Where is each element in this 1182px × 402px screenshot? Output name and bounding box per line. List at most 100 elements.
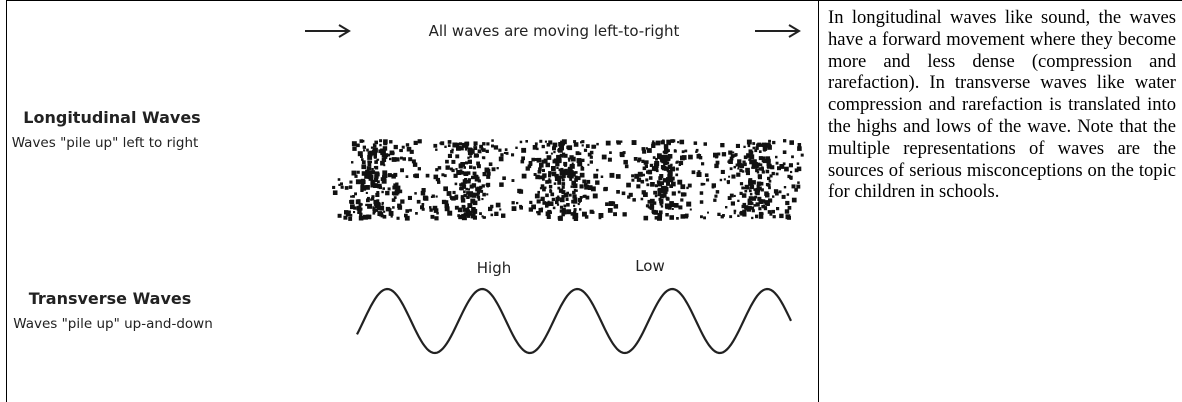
particle bbox=[495, 202, 501, 208]
particle bbox=[664, 148, 668, 152]
particle bbox=[670, 139, 674, 143]
particle bbox=[771, 209, 775, 214]
particle bbox=[557, 195, 560, 198]
particle bbox=[351, 141, 357, 147]
particle bbox=[696, 154, 702, 159]
particle bbox=[391, 174, 396, 179]
particle bbox=[459, 146, 464, 151]
particle bbox=[429, 206, 432, 209]
particle bbox=[767, 176, 771, 181]
particle bbox=[432, 205, 438, 211]
particle bbox=[463, 166, 466, 169]
particle bbox=[462, 215, 466, 219]
particle bbox=[531, 157, 535, 162]
particle bbox=[350, 195, 353, 198]
particle bbox=[755, 146, 759, 150]
particle bbox=[466, 214, 471, 218]
particle bbox=[383, 164, 386, 167]
particle bbox=[372, 147, 378, 153]
particle bbox=[677, 141, 680, 144]
particle bbox=[343, 215, 348, 220]
particle bbox=[368, 171, 372, 175]
particle bbox=[549, 188, 552, 191]
particle bbox=[601, 154, 607, 160]
particle bbox=[721, 152, 727, 157]
particle bbox=[758, 143, 763, 147]
particle bbox=[397, 203, 402, 208]
particle bbox=[759, 163, 763, 166]
particle bbox=[476, 195, 481, 199]
particle bbox=[615, 174, 621, 179]
particle bbox=[766, 162, 771, 166]
particle bbox=[580, 167, 585, 171]
particle bbox=[758, 214, 764, 219]
particle bbox=[646, 170, 650, 174]
particle bbox=[560, 140, 565, 146]
particle bbox=[367, 160, 370, 163]
particle bbox=[680, 155, 685, 161]
particle bbox=[578, 200, 581, 204]
particle bbox=[511, 153, 515, 157]
particle bbox=[561, 182, 566, 186]
particle bbox=[579, 184, 584, 189]
particle bbox=[761, 156, 766, 161]
particle bbox=[777, 166, 781, 171]
particle bbox=[706, 178, 710, 182]
particle bbox=[462, 179, 468, 184]
particle bbox=[441, 199, 447, 205]
particle bbox=[546, 214, 551, 219]
particle bbox=[782, 162, 786, 166]
particle bbox=[467, 159, 472, 164]
particle bbox=[661, 159, 666, 164]
particle bbox=[637, 171, 643, 177]
particle bbox=[620, 140, 623, 143]
particle bbox=[383, 141, 388, 146]
particle bbox=[559, 197, 565, 203]
particle bbox=[584, 184, 590, 190]
particle bbox=[743, 155, 748, 160]
particle bbox=[480, 148, 483, 151]
longitudinal-title: Longitudinal Waves bbox=[23, 108, 200, 127]
particle bbox=[409, 208, 412, 212]
particle bbox=[685, 213, 689, 218]
particle bbox=[782, 150, 787, 154]
particle bbox=[547, 200, 550, 203]
particle bbox=[398, 189, 403, 194]
particle bbox=[460, 198, 466, 203]
particle bbox=[559, 205, 563, 209]
particle bbox=[547, 209, 552, 215]
particle bbox=[751, 166, 754, 169]
particle bbox=[565, 198, 569, 201]
particle bbox=[557, 175, 562, 179]
particle bbox=[545, 151, 549, 154]
particle bbox=[549, 189, 553, 193]
particle bbox=[472, 208, 477, 212]
particle bbox=[755, 190, 760, 196]
particle bbox=[697, 170, 701, 174]
particle bbox=[412, 162, 418, 167]
particle bbox=[369, 150, 372, 154]
particle bbox=[572, 173, 576, 177]
particle bbox=[486, 142, 490, 146]
particle bbox=[579, 196, 583, 199]
particle bbox=[477, 198, 481, 201]
particle-field bbox=[332, 139, 804, 221]
particle bbox=[624, 164, 629, 169]
particle bbox=[703, 216, 706, 220]
particle bbox=[376, 191, 380, 194]
particle bbox=[668, 142, 671, 146]
particle bbox=[711, 183, 716, 188]
particle bbox=[713, 152, 718, 158]
particle bbox=[353, 206, 357, 210]
particle bbox=[686, 186, 689, 190]
particle bbox=[663, 167, 668, 171]
particle bbox=[483, 216, 486, 219]
particle bbox=[758, 211, 763, 216]
particle bbox=[487, 172, 491, 176]
particle bbox=[791, 184, 796, 189]
particle bbox=[657, 215, 662, 221]
particle bbox=[739, 191, 743, 195]
particle bbox=[463, 207, 467, 212]
particle bbox=[737, 159, 742, 164]
particle bbox=[539, 163, 544, 168]
